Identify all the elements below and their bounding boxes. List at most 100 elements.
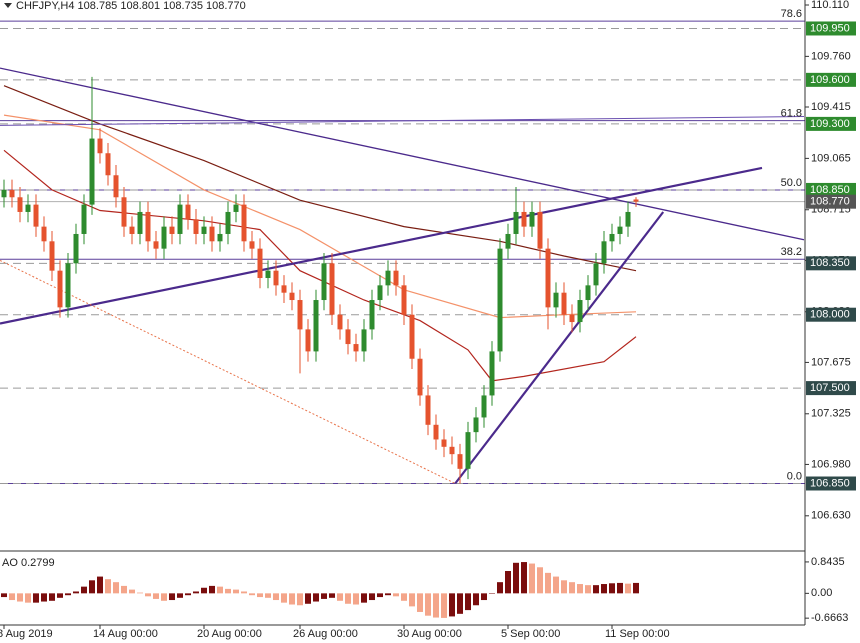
candle-body xyxy=(497,248,503,352)
ao-bar xyxy=(273,593,279,601)
candle-body xyxy=(369,300,375,330)
trendline xyxy=(0,67,805,241)
candle-body xyxy=(617,226,623,234)
candle-body xyxy=(17,197,23,212)
ao-bar xyxy=(33,593,39,603)
candle-body xyxy=(329,263,335,315)
ao-bar xyxy=(633,582,639,594)
candle-body xyxy=(401,285,407,315)
ao-bar xyxy=(217,586,223,594)
candle-body xyxy=(313,300,319,352)
candle-body xyxy=(289,292,295,301)
candle-body xyxy=(9,189,15,198)
ao-bar xyxy=(329,593,335,598)
ao-bar xyxy=(337,593,343,601)
ao-bar xyxy=(225,588,231,594)
ao-bar xyxy=(257,593,263,598)
level-label: 109.600 xyxy=(810,74,850,86)
moving-average xyxy=(3,85,637,272)
candle-body xyxy=(585,285,591,301)
ao-bar xyxy=(201,587,207,594)
candle-body xyxy=(25,204,31,212)
candle-body xyxy=(473,417,479,433)
ao-bar xyxy=(49,593,55,601)
candle-body xyxy=(353,344,359,352)
fib-label: 61.8 xyxy=(781,108,802,120)
ao-bar xyxy=(89,580,95,594)
fib-label: 50.0 xyxy=(781,177,802,189)
candle-body xyxy=(137,211,143,234)
ao-bar xyxy=(353,593,359,605)
x-tick-label: 11 Sep 00:00 xyxy=(605,628,670,640)
candle-body xyxy=(569,314,575,323)
moving-average xyxy=(3,114,637,319)
candle-body xyxy=(561,292,567,315)
y-tick-label: 110.110 xyxy=(811,0,849,11)
ao-bar xyxy=(449,593,455,617)
candle-body xyxy=(297,300,303,330)
candle-body xyxy=(249,241,255,249)
candle-body xyxy=(529,211,535,227)
ao-bar xyxy=(377,593,383,598)
ao-bar xyxy=(521,562,527,594)
candle-body xyxy=(377,285,383,301)
ao-bar xyxy=(465,593,471,611)
chart-title: CHFJPY,H4 108.785 108.801 108.735 108.77… xyxy=(16,0,246,12)
ao-bar xyxy=(481,593,487,601)
ao-tick-label: 0.8435 xyxy=(811,556,845,568)
candle-body xyxy=(393,270,399,286)
candle-body xyxy=(145,211,151,242)
candle-body xyxy=(609,233,615,242)
candle-body xyxy=(425,395,431,425)
candle-body xyxy=(65,263,71,308)
candle-body xyxy=(129,226,135,234)
level-box xyxy=(806,21,856,36)
candle-body xyxy=(409,314,415,359)
level-label: 109.950 xyxy=(810,22,850,34)
candle-body xyxy=(577,300,583,323)
candle-body xyxy=(385,270,391,286)
candle-body xyxy=(233,204,239,212)
candle-body xyxy=(345,329,351,345)
candle-body xyxy=(465,432,471,469)
candle-body xyxy=(209,226,215,242)
level-box xyxy=(806,381,856,396)
ao-bar xyxy=(241,591,247,594)
candle-body xyxy=(161,226,167,249)
ao-bar xyxy=(561,580,567,594)
candle-body xyxy=(521,211,527,227)
ao-bar xyxy=(409,593,415,607)
price-pane xyxy=(0,20,805,485)
ao-bar xyxy=(577,584,583,594)
ao-bar xyxy=(129,589,135,594)
x-tick-label: 20 Aug 00:00 xyxy=(197,628,262,640)
ao-bar xyxy=(233,589,239,594)
candle-body xyxy=(33,204,39,227)
candle-body xyxy=(97,138,103,154)
candle-body xyxy=(489,351,495,396)
trendline xyxy=(0,166,763,325)
trendline xyxy=(0,259,456,484)
ao-bar xyxy=(505,570,511,594)
x-tick-label: 26 Aug 00:00 xyxy=(293,628,358,640)
trendline xyxy=(454,211,665,485)
candle-body xyxy=(225,211,231,234)
candle-body xyxy=(457,454,463,469)
ao-bar xyxy=(169,593,175,601)
y-tick-label: 107.675 xyxy=(811,356,851,368)
ao-tick-label: 0.00 xyxy=(811,587,832,599)
candle-body xyxy=(537,211,543,249)
level-label: 108.350 xyxy=(810,257,850,269)
ao-tick-label: -0.6663 xyxy=(811,612,848,624)
ao-bar xyxy=(593,585,599,594)
ao-bar xyxy=(265,593,271,598)
ao-bar xyxy=(209,585,215,594)
ao-bar xyxy=(145,593,151,597)
candle-body xyxy=(121,197,127,227)
ao-bar xyxy=(153,593,159,599)
candle-body xyxy=(257,248,263,279)
candle-body xyxy=(89,138,95,205)
candle-body xyxy=(633,199,639,202)
ao-bar xyxy=(9,593,15,601)
